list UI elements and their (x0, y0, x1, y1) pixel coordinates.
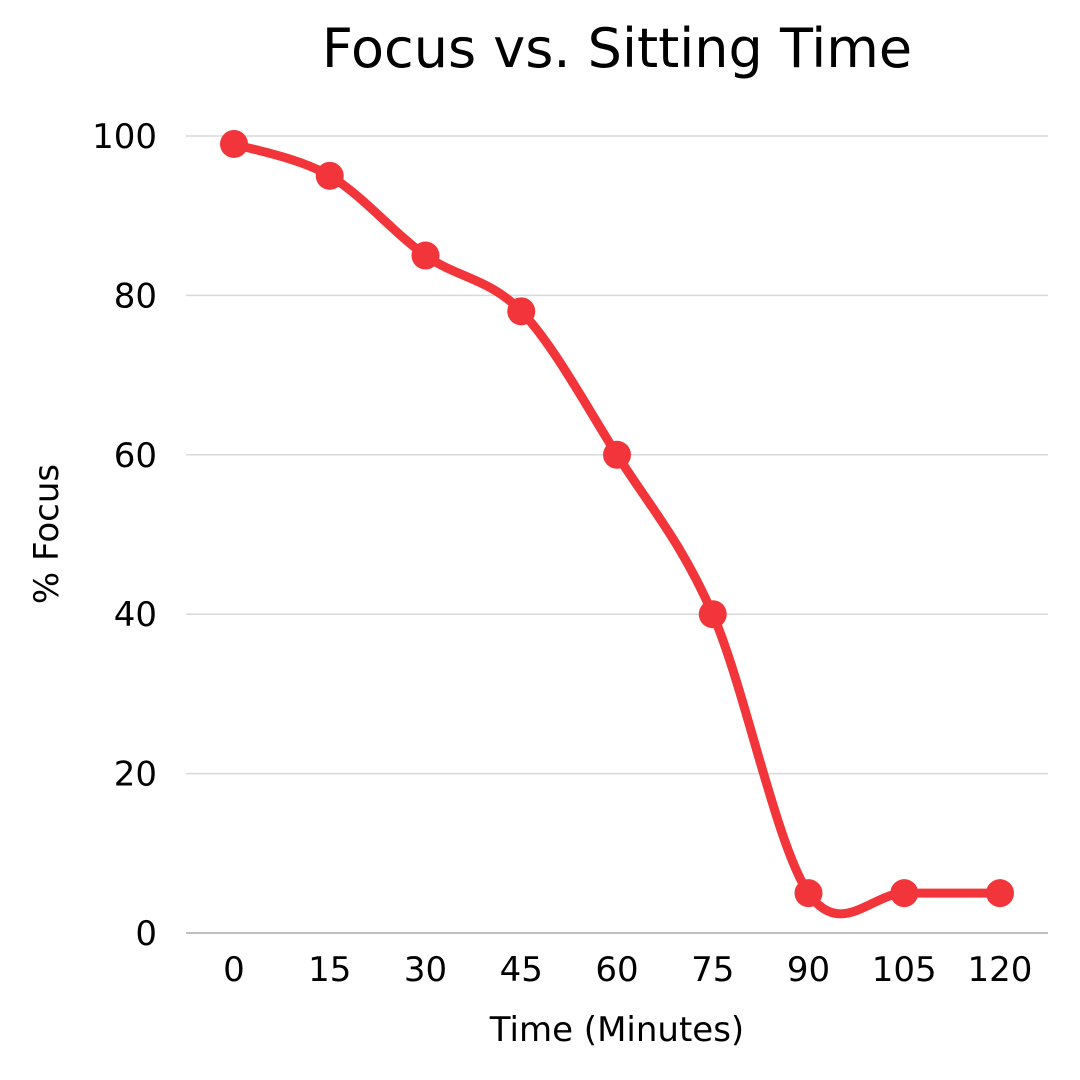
data-point (220, 129, 248, 158)
x-tick-label: 105 (872, 950, 937, 990)
data-point (507, 297, 536, 326)
x-tick-label: 45 (500, 950, 543, 990)
tick-labels: 0 20 40 60 80 100 0 15 30 45 60 75 90 105 120 (92, 117, 1032, 990)
series-layer (220, 129, 1014, 919)
x-tick-label: 15 (308, 950, 351, 990)
data-point (411, 241, 440, 270)
y-tick-label: 40 (114, 595, 157, 635)
x-axis-title: Time (Minutes) (489, 1010, 744, 1050)
x-tick-label: 60 (595, 950, 638, 990)
y-axis-title: % Focus (27, 464, 67, 604)
y-tick-label: 0 (135, 914, 157, 954)
y-tick-label: 20 (114, 755, 157, 795)
x-tick-label: 120 (968, 950, 1033, 990)
y-tick-label: 60 (114, 436, 157, 476)
chart-title: Focus vs. Sitting Time (322, 17, 912, 80)
focus-series-line (229, 139, 1005, 919)
data-point (698, 600, 727, 629)
data-point (986, 879, 1014, 908)
x-tick-label: 30 (404, 950, 447, 990)
data-point (603, 440, 631, 469)
data-point (315, 161, 344, 190)
x-tick-label: 0 (223, 950, 245, 990)
x-tick-label: 90 (787, 950, 830, 990)
x-tick-label: 75 (691, 950, 734, 990)
y-tick-label: 80 (114, 276, 157, 316)
data-point (794, 879, 823, 908)
data-point (890, 879, 919, 908)
y-tick-label: 100 (92, 117, 157, 157)
